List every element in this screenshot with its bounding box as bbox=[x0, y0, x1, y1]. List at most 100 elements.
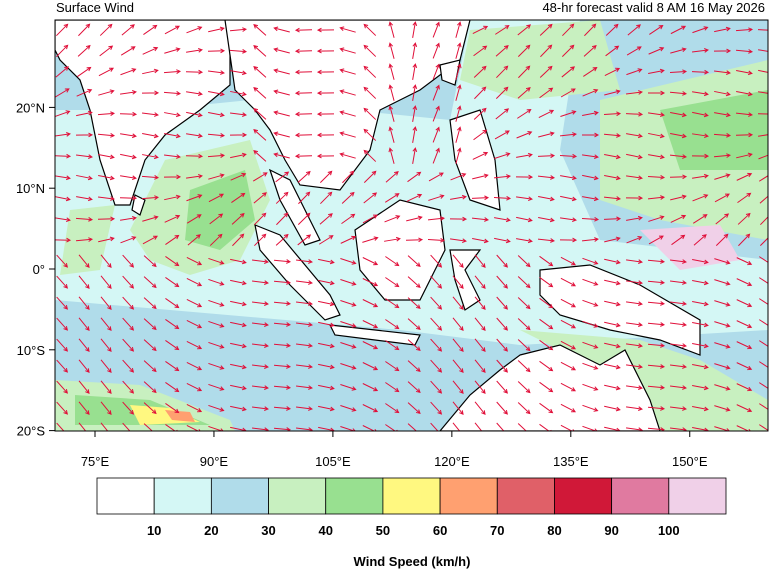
wind-arrow bbox=[450, 238, 467, 244]
wind-arrow bbox=[517, 318, 531, 331]
wind-arrow bbox=[55, 175, 71, 181]
wind-arrow bbox=[670, 132, 687, 139]
wind-arrow bbox=[582, 154, 599, 159]
wind-arrow bbox=[385, 340, 400, 351]
wind-arrow bbox=[295, 406, 313, 411]
wind-arrow bbox=[318, 300, 335, 307]
wind-arrow bbox=[560, 382, 577, 392]
wind-arrow bbox=[99, 23, 113, 36]
wind-arrow bbox=[757, 113, 768, 115]
wind-arrow bbox=[186, 47, 203, 53]
wind-arrow bbox=[452, 422, 461, 431]
wind-arrow bbox=[339, 89, 356, 96]
wind-arrow bbox=[648, 46, 665, 55]
x-tick-label: 105°E bbox=[315, 454, 351, 469]
wind-arrow bbox=[122, 401, 135, 415]
wind-arrow bbox=[120, 153, 137, 160]
wind-arrow bbox=[120, 215, 137, 221]
wind-arrow bbox=[186, 298, 203, 308]
wind-arrow bbox=[186, 319, 203, 329]
wind-arrow bbox=[450, 173, 467, 181]
wind-arrow bbox=[560, 403, 577, 413]
wind-arrow bbox=[208, 193, 225, 203]
wind-arrow bbox=[625, 195, 644, 201]
wind-arrow bbox=[363, 107, 377, 120]
wind-arrow bbox=[407, 297, 421, 310]
wind-arrow bbox=[164, 112, 181, 118]
wind-arrow bbox=[758, 69, 768, 73]
wind-arrow bbox=[496, 296, 508, 310]
wind-arrow bbox=[208, 112, 225, 118]
wind-arrow bbox=[273, 110, 290, 117]
wind-arrow bbox=[186, 382, 203, 392]
wind-arrow bbox=[165, 403, 180, 414]
wind-arrow bbox=[625, 111, 644, 117]
wind-arrow bbox=[737, 192, 752, 204]
wind-arrow bbox=[626, 364, 643, 369]
wind-arrow bbox=[143, 381, 157, 394]
wind-arrow bbox=[252, 364, 269, 369]
wind-arrow bbox=[735, 132, 754, 138]
wind-arrow bbox=[495, 108, 510, 120]
wind-arrow bbox=[122, 317, 135, 331]
title: Surface Wind bbox=[56, 0, 134, 15]
wind-arrow bbox=[316, 27, 335, 33]
wind-arrow bbox=[253, 192, 267, 204]
wind-arrow bbox=[692, 406, 709, 412]
wind-arrow bbox=[295, 301, 313, 306]
x-tick-label: 150°E bbox=[672, 454, 708, 469]
wind-arrow bbox=[736, 362, 753, 371]
wind-arrow bbox=[122, 275, 135, 289]
wind-arrow bbox=[494, 152, 511, 159]
wind-arrow bbox=[430, 380, 443, 394]
wind-arrow bbox=[230, 90, 247, 97]
wind-arrow bbox=[496, 422, 507, 431]
wind-arrow bbox=[298, 191, 311, 205]
wind-arrow bbox=[340, 363, 357, 370]
wind-arrow bbox=[736, 172, 753, 181]
wind-arrow bbox=[626, 427, 643, 431]
wind-arrow bbox=[427, 237, 446, 243]
wind-arrow bbox=[561, 44, 575, 57]
wind-arrow bbox=[230, 279, 247, 286]
wind-arrow bbox=[339, 26, 356, 33]
wind-arrow bbox=[715, 233, 729, 246]
wind-arrow bbox=[582, 341, 599, 349]
wind-arrow bbox=[736, 404, 753, 413]
wind-arrow bbox=[342, 170, 355, 184]
wind-arrow bbox=[209, 233, 223, 246]
wind-arrow bbox=[316, 132, 335, 138]
wind-arrow bbox=[230, 342, 247, 349]
wind-arrow bbox=[294, 48, 313, 54]
wind-arrow bbox=[141, 90, 160, 96]
wind-arrow bbox=[430, 275, 443, 289]
wind-arrow bbox=[582, 257, 599, 265]
wind-arrow bbox=[692, 214, 708, 224]
wind-arrow bbox=[539, 297, 554, 309]
wind-arrow bbox=[736, 90, 753, 97]
wind-arrow bbox=[517, 423, 530, 431]
wind-arrow bbox=[692, 111, 709, 118]
wind-arrow bbox=[692, 301, 709, 307]
wind-arrow bbox=[78, 401, 90, 416]
wind-arrow bbox=[736, 341, 753, 350]
wind-arrow bbox=[100, 254, 112, 269]
wind-arrow bbox=[230, 300, 247, 307]
shading bbox=[165, 410, 195, 422]
wind-arrow bbox=[455, 42, 462, 59]
legend-label: 10 bbox=[147, 523, 161, 538]
wind-arrow bbox=[405, 237, 424, 243]
wind-arrow bbox=[78, 422, 87, 431]
wind-arrow bbox=[713, 132, 732, 138]
wind-arrow bbox=[56, 254, 69, 268]
wind-arrow bbox=[407, 255, 421, 268]
wind-arrow bbox=[142, 132, 159, 139]
wind-arrow bbox=[736, 320, 753, 329]
wind-arrow bbox=[186, 26, 203, 34]
wind-arrow bbox=[230, 384, 247, 391]
wind-arrow bbox=[122, 359, 135, 373]
wind-arrow bbox=[207, 153, 226, 158]
wind-arrow bbox=[407, 381, 421, 394]
wind-arrow bbox=[55, 66, 69, 78]
wind-arrow bbox=[78, 317, 90, 332]
